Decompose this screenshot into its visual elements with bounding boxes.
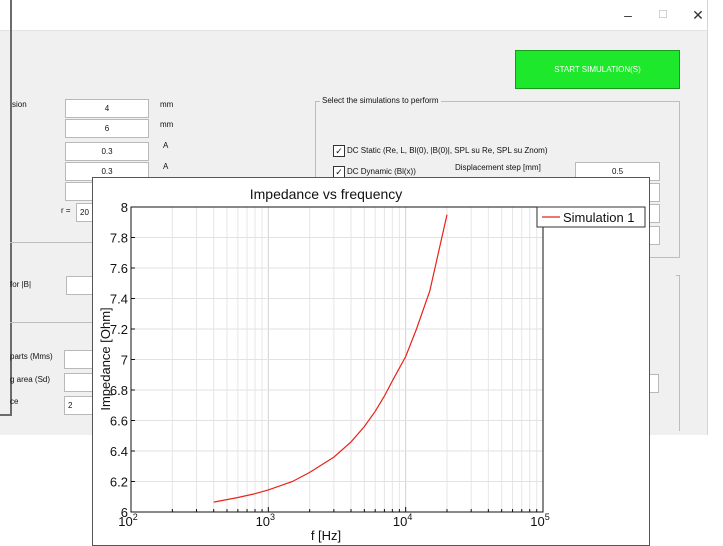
- x-tick-label: 105: [530, 512, 549, 529]
- param-field-2[interactable]: 6: [65, 119, 149, 138]
- simulation-group-title: Select the simulations to perform: [320, 96, 441, 105]
- x-axis-label: f [Hz]: [311, 528, 341, 543]
- legend-entry: Simulation 1: [563, 210, 635, 225]
- maximize-button[interactable]: ☐: [658, 9, 668, 21]
- displacement-step-label: Displacement step [mm]: [455, 163, 541, 172]
- divider: [10, 322, 95, 323]
- b-label: for |B|: [10, 280, 32, 289]
- grid: [131, 206, 543, 513]
- dc-static-label: DC Static (Re, L, Bl(0), |B(0)|, SPL su …: [347, 146, 548, 155]
- overlapping-window-frame: [0, 0, 12, 416]
- y-tick-label: 6.6: [110, 414, 128, 429]
- y-tick-label: 6.2: [110, 475, 128, 490]
- param-field-3[interactable]: 0.3: [65, 142, 149, 161]
- param-field-1[interactable]: 4: [65, 99, 149, 118]
- close-button[interactable]: ✕: [692, 7, 704, 23]
- param-label-dimension: sion: [12, 100, 27, 109]
- x-tick-label: 102: [118, 512, 137, 529]
- series-line-1: [213, 214, 448, 503]
- impedance-chart: Impedance vs frequency 6 6.2 6.4 6.6 6.8 7 7.2…: [93, 178, 649, 545]
- figure-background: [93, 178, 649, 545]
- chart-title: Impedance vs frequency: [250, 186, 403, 202]
- param-label-r: r =: [61, 206, 71, 215]
- sd-label: g area (Sd): [10, 375, 51, 384]
- y-tick-label: 7: [121, 353, 128, 368]
- param-unit-3: A: [163, 141, 169, 150]
- y-tick-label: 7.4: [110, 292, 128, 307]
- start-simulation-button[interactable]: START SIMULATION(S): [515, 50, 680, 89]
- series-layer: [213, 214, 448, 503]
- background-window-edge: [707, 0, 723, 435]
- param-unit-4: A: [163, 162, 169, 171]
- legend: Simulation 1: [536, 206, 646, 228]
- x-tick-label: 103: [256, 512, 275, 529]
- y-tick-label: 6.8: [110, 383, 128, 398]
- param-label-ce: ce: [10, 397, 19, 406]
- divider: [10, 242, 95, 243]
- mms-label: parts (Mms): [10, 352, 53, 361]
- y-tick-label: 6: [121, 505, 128, 520]
- y-tick-label: 7.6: [110, 261, 128, 276]
- minimize-button[interactable]: –: [624, 7, 632, 23]
- ticks: 6 6.2 6.4 6.6 6.8 7 7.2 7.4 7.6 7.8 8 102 103 104 105: [110, 200, 550, 529]
- y-tick-label: 7.2: [110, 322, 128, 337]
- x-tick-label: 104: [393, 512, 412, 529]
- y-tick-label: 8: [121, 200, 128, 215]
- figure-window: Impedance vs frequency 6 6.2 6.4 6.6 6.8 7 7.2…: [92, 177, 650, 546]
- param-unit-2: mm: [160, 120, 174, 129]
- title-bar: – ☐ ✕: [0, 0, 723, 31]
- y-axis-label: Impedance [Ohm]: [98, 307, 113, 410]
- results-group: [676, 275, 680, 431]
- dc-static-checkbox[interactable]: ✓: [333, 145, 345, 157]
- y-tick-label: 7.8: [110, 231, 128, 246]
- legend-box: [536, 206, 646, 228]
- dc-dynamic-label: DC Dynamic (Bl(x)): [347, 167, 416, 176]
- y-tick-label: 6.4: [110, 444, 128, 459]
- param-unit-1: mm: [160, 100, 174, 109]
